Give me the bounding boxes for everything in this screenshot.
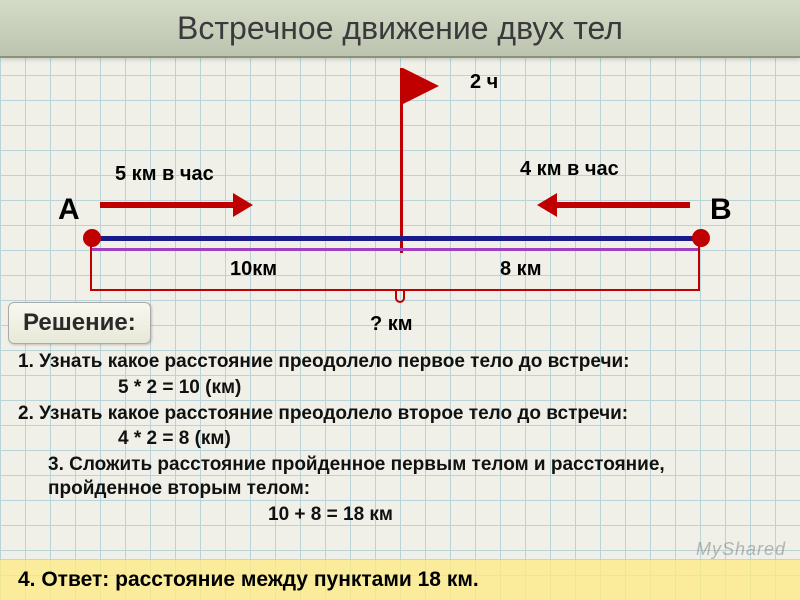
unknown-distance-label: ? км — [370, 313, 413, 336]
speed-a-label: 5 км в час — [115, 163, 214, 186]
answer-bar: 4. Ответ: расстояние между пунктами 18 к… — [0, 559, 800, 600]
underline — [90, 248, 698, 251]
step-1-calc: 5 * 2 = 10 (км) — [18, 376, 778, 400]
point-a-label: А — [58, 193, 80, 227]
dot-a-icon — [83, 229, 101, 247]
page-title: Встречное движение двух тел — [0, 0, 800, 58]
arrow-b-icon — [555, 202, 690, 208]
point-b-label: В — [710, 193, 732, 227]
solution-body: 1. Узнать какое расстояние преодолело пе… — [18, 350, 778, 528]
distance-a-label: 10км — [230, 258, 277, 281]
distance-b-label: 8 км — [500, 258, 541, 281]
time-label: 2 ч — [470, 71, 498, 94]
arrow-a-icon — [100, 202, 235, 208]
step-3-text: 3. Сложить расстояние пройденное первым … — [18, 453, 778, 501]
step-1-text: 1. Узнать какое расстояние преодолело пе… — [18, 350, 778, 374]
watermark: MyShared — [696, 539, 786, 560]
solution-heading: Решение: — [8, 302, 151, 344]
step-3-calc: 10 + 8 = 18 км — [18, 503, 778, 527]
dot-b-icon — [692, 229, 710, 247]
step-2-calc: 4 * 2 = 8 (км) — [18, 427, 778, 451]
step-2-text: 2. Узнать какое расстояние преодолело вт… — [18, 402, 778, 426]
flag-icon — [403, 68, 439, 104]
baseline — [90, 236, 700, 241]
tick-left — [90, 236, 92, 291]
tick-right — [698, 236, 700, 291]
motion-diagram: 2 ч А В 5 км в час 4 км в час 10км 8 км … — [0, 58, 800, 338]
bracket-tip — [395, 289, 405, 303]
speed-b-label: 4 км в час — [520, 158, 619, 181]
